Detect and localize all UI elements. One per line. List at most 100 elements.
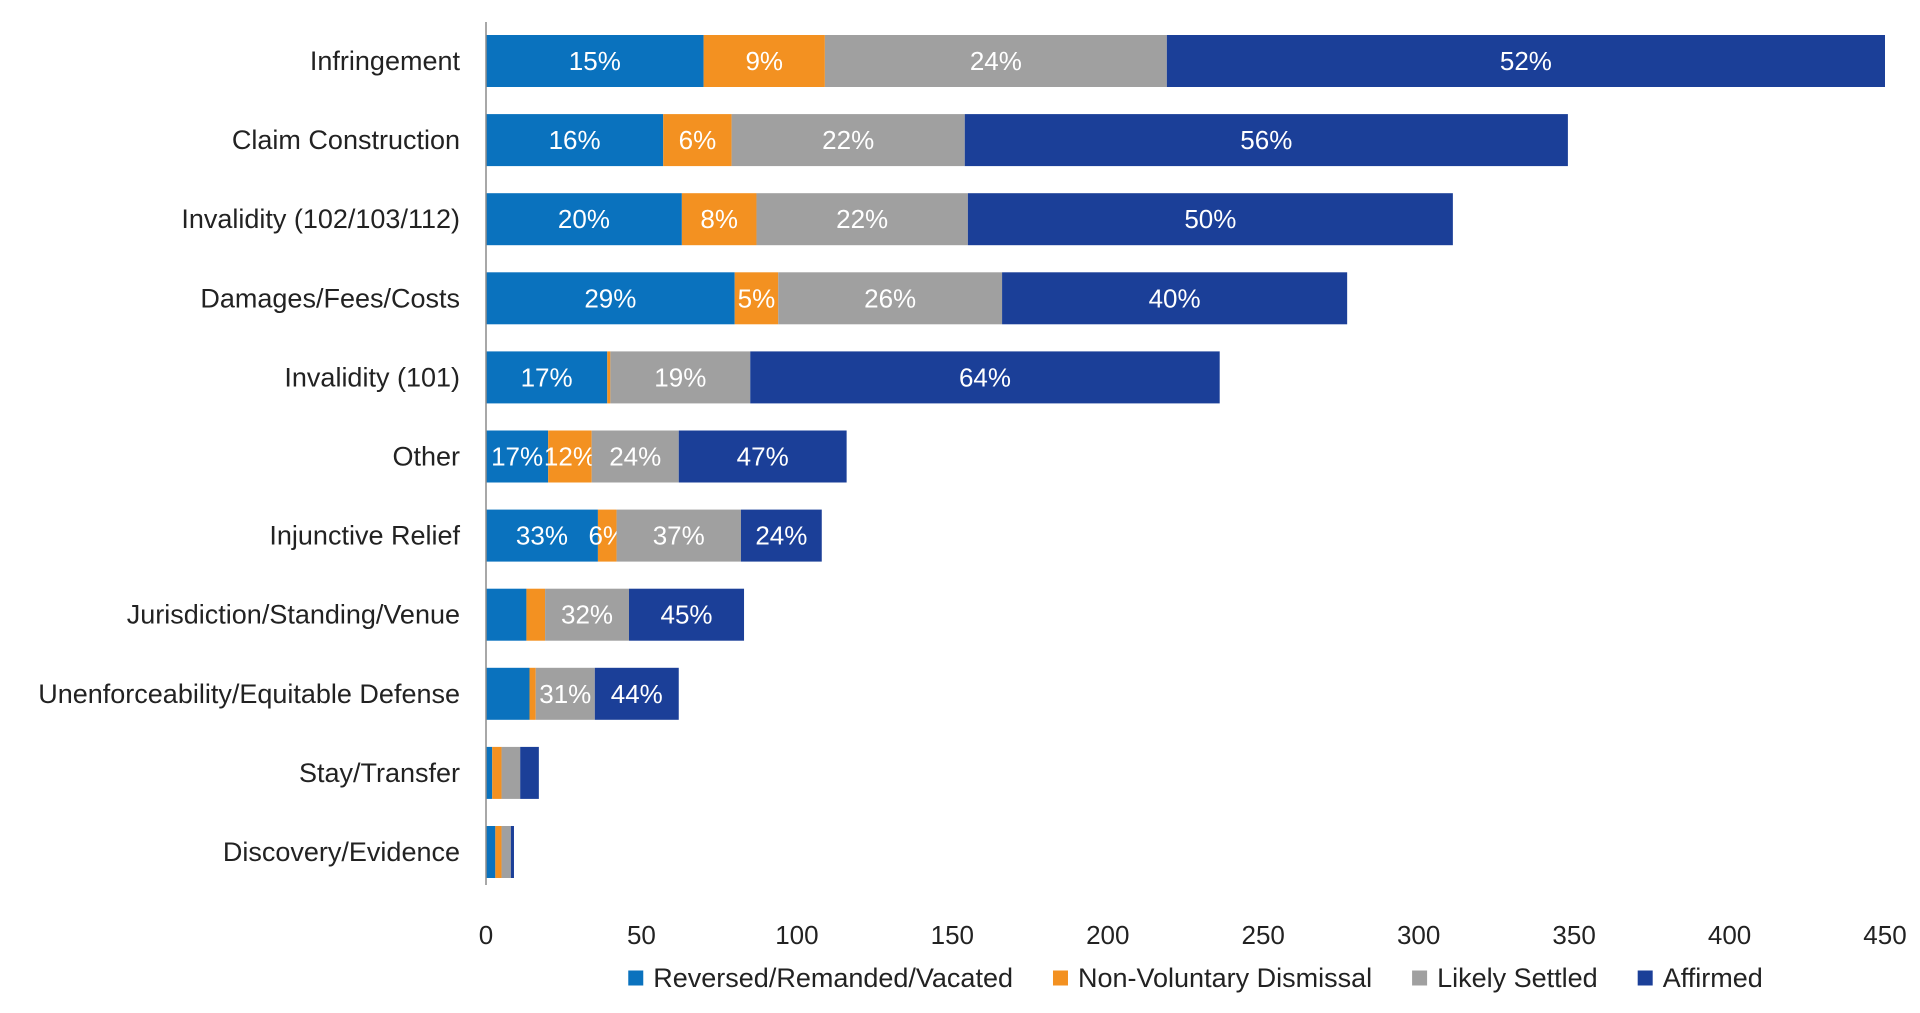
bar-row-damages-fees-costs: Damages/Fees/Costs 29% 5% 26% 40% [200, 272, 1348, 325]
data-label: 31% [539, 679, 591, 709]
bar-segment-reversed-remanded-vacated [486, 35, 704, 87]
bar-segment-reversed-remanded-vacated [486, 509, 598, 562]
category-label: Infringement [310, 46, 461, 76]
bar-row-stay-transfer: Stay/Transfer [299, 746, 539, 799]
bar-segment-affirmed [740, 509, 822, 562]
category-label: Jurisdiction/Standing/Venue [127, 600, 460, 630]
bar-segment-affirmed [964, 114, 1568, 167]
bar-segment-reversed-remanded-vacated [486, 746, 493, 799]
data-label: 17% [491, 442, 543, 472]
x-tick-label: 300 [1397, 920, 1440, 950]
bar-segment-reversed-remanded-vacated [486, 588, 527, 641]
legend-swatch [1052, 970, 1068, 986]
bar-segment-likely-settled [756, 193, 968, 246]
bar-segment-reversed-remanded-vacated [486, 351, 608, 404]
bar-row-other: Other 17% 12% 24% 47% [392, 430, 847, 483]
legend-label: Likely Settled [1437, 963, 1598, 993]
legend-item-likely-settled: Likely Settled [1412, 963, 1598, 993]
data-label: 16% [549, 125, 601, 155]
bar-segment-non-voluntary-dismissal [607, 351, 611, 404]
data-label: 24% [970, 46, 1022, 76]
bar-segment-likely-settled [591, 430, 679, 483]
data-label: 17% [521, 362, 573, 392]
bar-segment-reversed-remanded-vacated [486, 114, 664, 167]
data-label: 12% [544, 442, 596, 472]
data-label: 52% [1500, 46, 1552, 76]
x-tick-label: 350 [1552, 920, 1595, 950]
bar-segment-likely-settled [616, 509, 741, 562]
category-label: Injunctive Relief [269, 521, 460, 551]
bar-segment-affirmed [594, 667, 679, 720]
bar-row-invalidity-101: Invalidity (101) 17% 19% 64% [284, 351, 1220, 404]
bar-segment-affirmed [1166, 35, 1885, 87]
bar-row-discovery-evidence: Discovery/Evidence [223, 826, 514, 878]
bar-segment-non-voluntary-dismissal [548, 430, 592, 483]
bar-segment-affirmed [510, 826, 514, 878]
data-label: 56% [1240, 125, 1292, 155]
data-label: 22% [836, 204, 888, 234]
x-tick-label: 450 [1863, 920, 1906, 950]
category-label: Invalidity (101) [284, 362, 460, 392]
bar-segment-non-voluntary-dismissal [597, 509, 617, 562]
data-label: 45% [660, 600, 712, 630]
legend-item-affirmed: Affirmed [1637, 963, 1763, 993]
legend-label: Reversed/Remanded/Vacated [653, 963, 1013, 993]
bars-layer: Infringement 15% 9% 24% 52% Claim Constructio… [38, 35, 1885, 878]
bar-segment-reversed-remanded-vacated [486, 272, 735, 325]
data-label: 47% [737, 442, 789, 472]
bar-segment-non-voluntary-dismissal [529, 667, 536, 720]
bar-segment-non-voluntary-dismissal [495, 826, 502, 878]
data-label: 29% [584, 283, 636, 313]
category-label: Damages/Fees/Costs [200, 283, 460, 313]
data-label: 24% [755, 521, 807, 551]
data-label: 44% [611, 679, 663, 709]
x-tick-label: 150 [931, 920, 974, 950]
bar-segment-non-voluntary-dismissal [526, 588, 546, 641]
data-label: 22% [822, 125, 874, 155]
bar-segment-affirmed [678, 430, 847, 483]
category-label: Invalidity (102/103/112) [181, 204, 460, 234]
bar-segment-non-voluntary-dismissal [681, 193, 757, 246]
data-label: 19% [654, 362, 706, 392]
bar-segment-reversed-remanded-vacated [486, 826, 496, 878]
bar-segment-reversed-remanded-vacated [486, 430, 549, 483]
bar-segment-likely-settled [731, 114, 965, 167]
legend-label: Affirmed [1663, 963, 1763, 993]
legend: Reversed/Remanded/Vacated Non-Voluntary D… [628, 963, 1763, 993]
legend-item-non-voluntary-dismissal: Non-Voluntary Dismissal [1052, 963, 1372, 993]
data-label: 8% [700, 204, 738, 234]
bar-segment-likely-settled [545, 588, 630, 641]
x-tick-label: 400 [1708, 920, 1751, 950]
bar-segment-non-voluntary-dismissal [734, 272, 779, 325]
data-label: 6% [679, 125, 717, 155]
category-label: Stay/Transfer [299, 758, 460, 788]
data-label: 26% [864, 283, 916, 313]
bar-segment-affirmed [967, 193, 1453, 246]
data-label: 15% [569, 46, 621, 76]
category-label: Other [392, 442, 460, 472]
bar-row-injunctive-relief: Injunctive Relief 33% 6% 37% 24% [269, 509, 822, 562]
bar-segment-reversed-remanded-vacated [486, 667, 530, 720]
legend-label: Non-Voluntary Dismissal [1078, 963, 1372, 993]
data-label: 50% [1184, 204, 1236, 234]
data-label: 64% [959, 362, 1011, 392]
data-label: 32% [561, 600, 613, 630]
bar-segment-likely-settled [501, 826, 511, 878]
x-tick-label: 50 [627, 920, 656, 950]
legend-swatch [628, 970, 644, 986]
bar-row-infringement: Infringement 15% 9% 24% 52% [310, 35, 1885, 87]
bar-segment-likely-settled [824, 35, 1167, 87]
bar-segment-non-voluntary-dismissal [492, 746, 502, 799]
data-label: 33% [516, 521, 568, 551]
x-tick-label: 100 [775, 920, 818, 950]
bar-segment-likely-settled [610, 351, 751, 404]
legend-swatch [1412, 970, 1428, 986]
bar-segment-likely-settled [501, 746, 521, 799]
bar-segment-non-voluntary-dismissal [663, 114, 732, 167]
bar-row-invalidity-102-103-112: Invalidity (102/103/112) 20% 8% 22% 50% [181, 193, 1453, 246]
bar-row-claim-construction: Claim Construction 16% 6% 22% 56% [232, 114, 1568, 167]
category-label: Unenforceability/Equitable Defense [38, 679, 460, 709]
bar-segment-affirmed [1002, 272, 1348, 325]
